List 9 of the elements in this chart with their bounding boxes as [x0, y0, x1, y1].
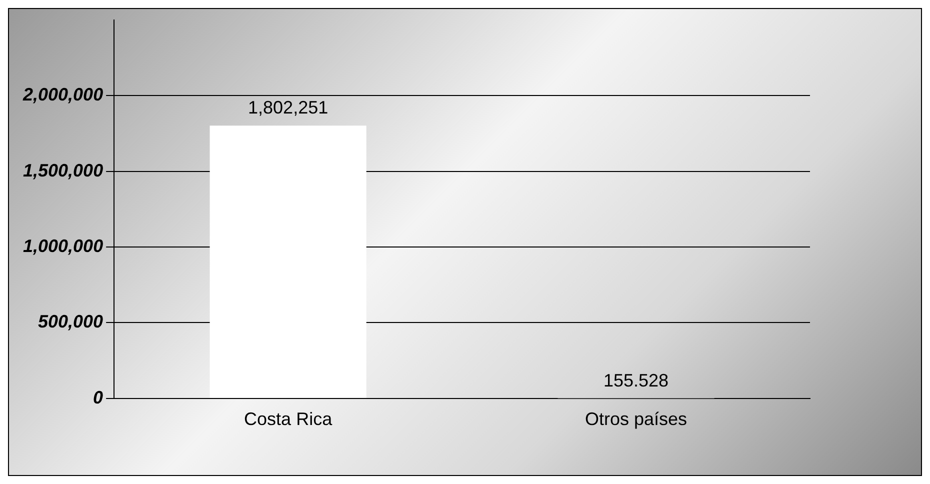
y-tick-label: 1,000,000	[23, 236, 104, 256]
data-label: 1,802,251	[248, 98, 328, 118]
y-tick-label: 1,500,000	[23, 160, 104, 180]
data-label: 155.528	[603, 370, 669, 390]
y-tick-label: 2,000,000	[22, 84, 104, 105]
y-tick-label: 0	[93, 387, 104, 408]
y-tick-label: 500,000	[38, 312, 104, 332]
x-tick-label: Costa Rica	[244, 409, 334, 430]
x-tick-label: Otros países	[584, 409, 688, 430]
